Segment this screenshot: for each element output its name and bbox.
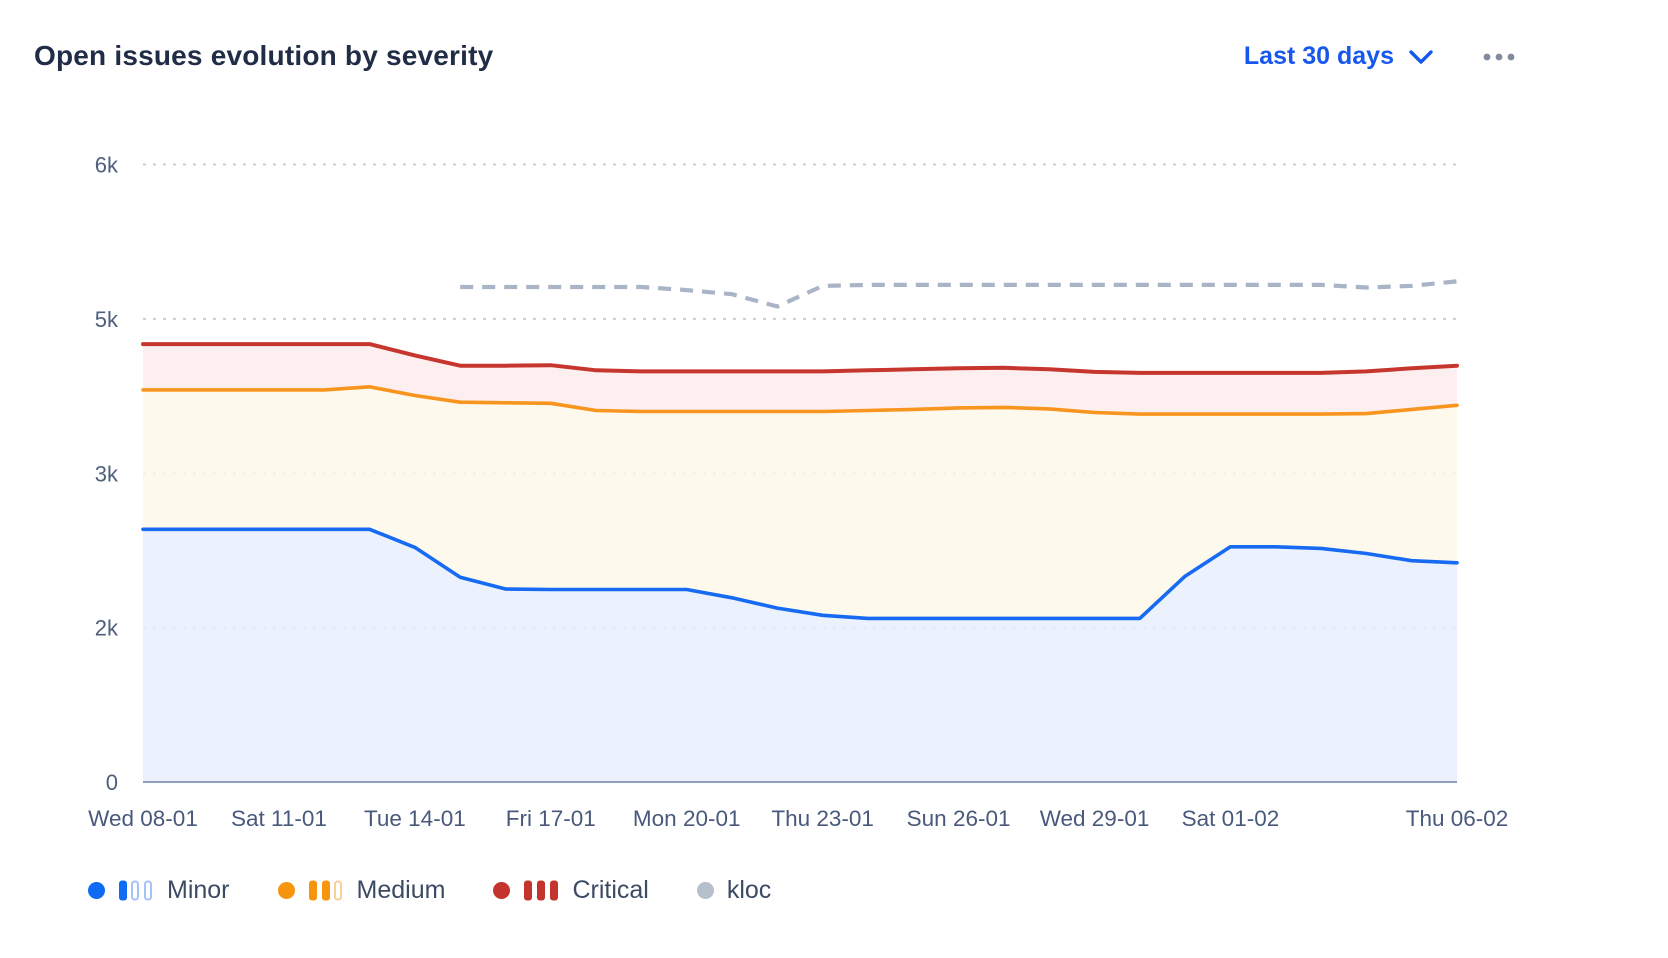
header-controls: Last 30 days [1244,42,1520,71]
medium-series-line [141,384,1459,416]
legend-label: kloc [726,876,772,904]
severity-minor-icon [119,880,152,901]
x-axis-tick: Sat 01-02 [1182,806,1280,831]
issues-evolution-chart: 0 2k 3k 5k 6k Wed 08-01 Sat 11-01 Tue 14-01 Fri … [88,153,1509,832]
medium-dot-icon [277,882,295,899]
critical-series-line [141,342,1459,375]
legend-item-medium[interactable]: Medium [277,876,446,905]
y-axis-tick: 2k [95,616,119,641]
chart-legend: Minor Medium Critical kloc [88,876,771,905]
chevron-down-icon [1408,48,1434,66]
legend-item-critical[interactable]: Critical [493,876,649,905]
y-axis-tick: 0 [106,770,118,795]
legend-label: Critical [572,876,649,904]
kloc-series-line [460,279,1458,309]
ellipsis-icon [1482,51,1516,66]
x-axis-tick: Fri 17-01 [506,806,596,831]
severity-critical-icon [524,880,559,901]
x-axis-tick: Sat 11-01 [231,806,327,831]
minor-series-line [141,527,1459,621]
page-title: Open issues evolution by severity [34,40,494,71]
y-axis-tick: 5k [95,307,119,332]
legend-label: Medium [356,876,446,904]
x-axis-tick: Wed 29-01 [1040,806,1150,831]
x-axis-tick: Thu 23-01 [771,806,874,831]
x-axis-tick: Tue 14-01 [364,806,466,831]
severity-medium-icon [308,880,342,901]
time-range-selector[interactable]: Last 30 days [1244,42,1434,71]
x-axis-tick: Thu 06-02 [1406,806,1509,831]
legend-label: Minor [167,876,230,904]
critical-dot-icon [493,882,511,899]
x-axis-tick: Wed 08-01 [88,806,198,831]
y-axis-tick: 3k [95,461,119,486]
y-axis-tick: 6k [95,153,119,178]
x-axis-tick: Mon 20-01 [633,806,741,831]
kloc-dot-icon [696,882,714,899]
legend-item-minor[interactable]: Minor [88,876,230,905]
legend-item-kloc[interactable]: kloc [696,876,772,905]
x-axis-tick: Sun 26-01 [907,806,1011,831]
minor-dot-icon [88,882,105,899]
more-options-button[interactable] [1478,47,1520,67]
time-range-label: Last 30 days [1243,42,1394,70]
